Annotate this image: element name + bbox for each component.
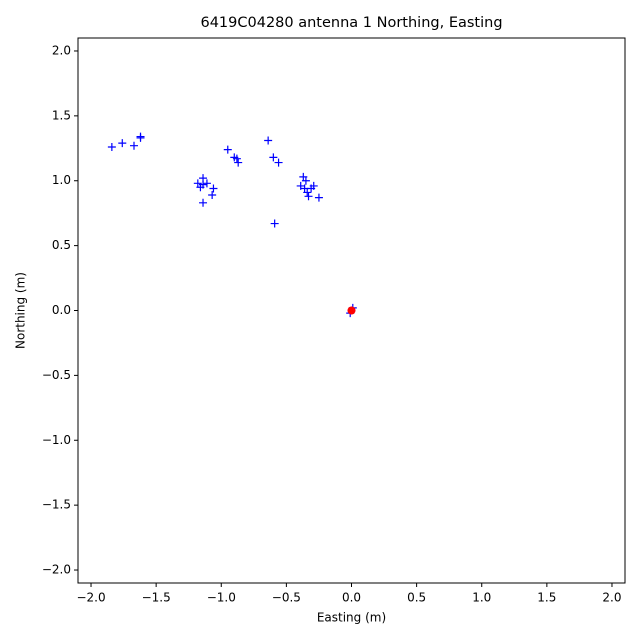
point bbox=[314, 193, 323, 202]
x-tick-label: −2.0 bbox=[76, 591, 105, 605]
x-tick-label: 0.0 bbox=[342, 591, 361, 605]
x-tick-label: 1.0 bbox=[472, 591, 491, 605]
x-tick-label: −1.0 bbox=[207, 591, 236, 605]
point bbox=[304, 192, 313, 201]
point bbox=[107, 143, 116, 151]
point bbox=[208, 191, 217, 200]
y-tick-label: 2.0 bbox=[52, 43, 71, 57]
point bbox=[232, 154, 241, 163]
point bbox=[264, 136, 273, 145]
point bbox=[209, 184, 218, 193]
point bbox=[223, 145, 232, 154]
point bbox=[301, 176, 310, 185]
y-tick-label: 1.5 bbox=[52, 108, 71, 122]
point bbox=[269, 153, 278, 162]
chart-title: 6419C04280 antenna 1 Northing, Easting bbox=[200, 15, 502, 31]
plot-frame bbox=[77, 37, 626, 584]
point bbox=[303, 188, 312, 197]
x-axis-label: Easting (m) bbox=[317, 611, 386, 625]
x-tick-label: 2.0 bbox=[602, 591, 621, 605]
point bbox=[270, 219, 279, 228]
point bbox=[202, 179, 211, 188]
point bbox=[199, 198, 208, 207]
y-axis-label: Northing (m) bbox=[14, 272, 28, 349]
point bbox=[307, 184, 316, 193]
point bbox=[118, 139, 127, 148]
x-tick-label: −0.5 bbox=[272, 591, 301, 605]
y-tick-label: 0.5 bbox=[52, 238, 71, 252]
y-tick-label: −2.0 bbox=[42, 563, 71, 577]
point bbox=[274, 158, 283, 167]
x-tick-label: 1.5 bbox=[537, 591, 556, 605]
x-tick-label: 0.5 bbox=[407, 591, 426, 605]
x-tick-label: −1.5 bbox=[142, 591, 171, 605]
point bbox=[130, 141, 139, 150]
y-tick-label: 0.0 bbox=[52, 303, 71, 317]
y-tick-label: −1.5 bbox=[42, 498, 71, 512]
point bbox=[136, 133, 145, 142]
y-tick-label: −1.0 bbox=[42, 433, 71, 447]
y-tick-label: 1.0 bbox=[52, 173, 71, 187]
point bbox=[234, 158, 243, 167]
y-tick-label: −0.5 bbox=[42, 368, 71, 382]
point bbox=[199, 180, 208, 189]
point bbox=[347, 306, 356, 315]
